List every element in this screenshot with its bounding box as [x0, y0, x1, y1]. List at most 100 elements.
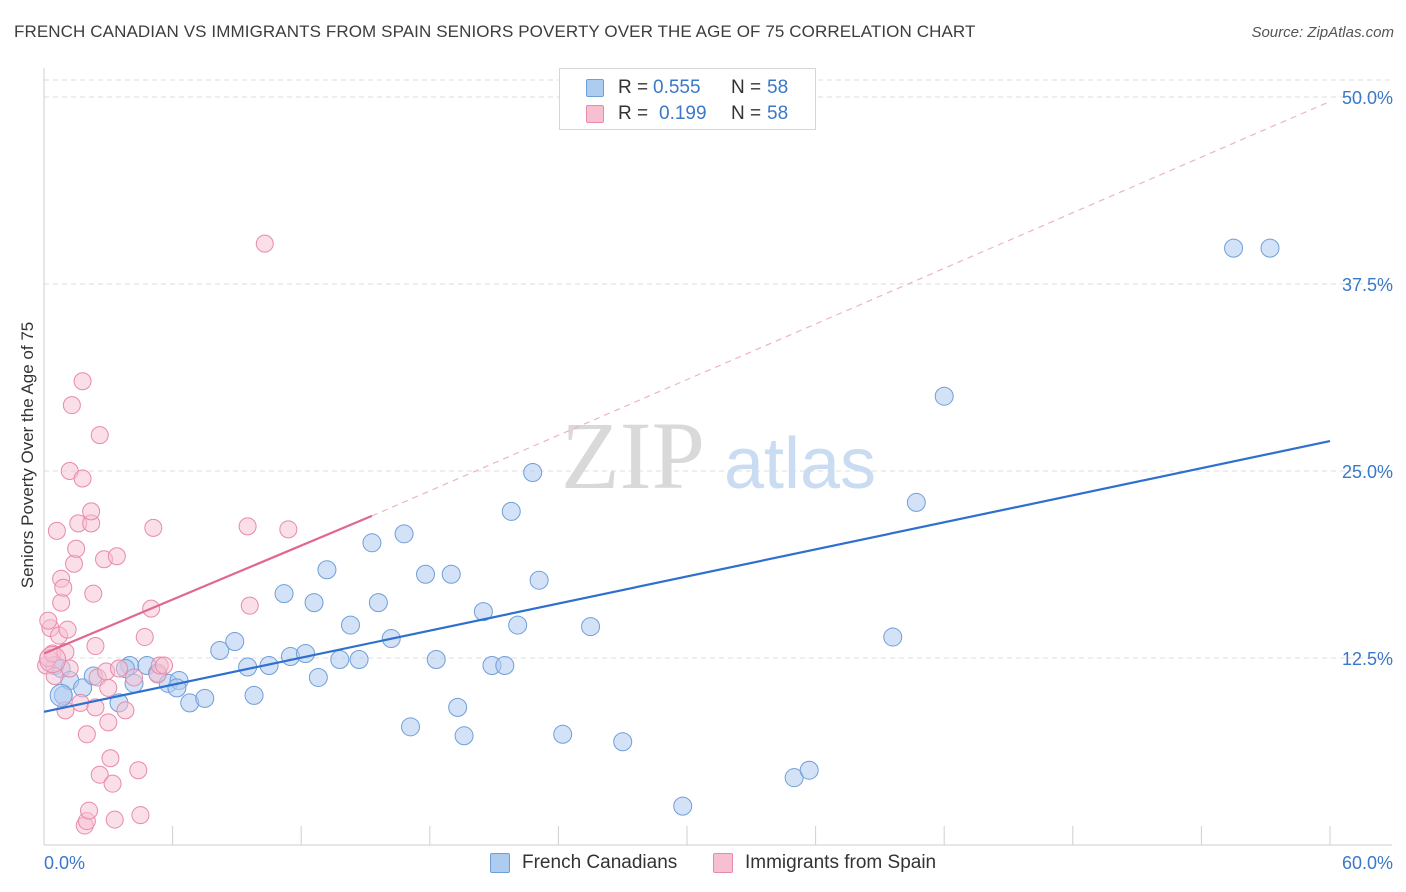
point-french-canadians: [295, 644, 315, 664]
point-french-canadians: [501, 501, 521, 521]
y-tick-label: 12.5%: [1342, 649, 1393, 669]
point-immigrants-from-spain: [47, 521, 66, 540]
x-tick-label: 60.0%: [1342, 853, 1393, 873]
point-french-canadians: [330, 649, 350, 669]
point-french-canadians: [426, 649, 446, 669]
point-immigrants-from-spain: [45, 666, 64, 685]
legend-swatch-blue: [586, 79, 604, 97]
point-immigrants-from-spain: [86, 698, 105, 717]
watermark-atlas: atlas: [724, 424, 876, 504]
point-french-canadians: [304, 593, 324, 613]
data-points: [37, 234, 1280, 835]
point-immigrants-from-spain: [58, 620, 77, 639]
point-immigrants-from-spain: [99, 678, 118, 697]
point-immigrants-from-spain: [73, 469, 92, 488]
bottom-legend-label: Immigrants from Spain: [745, 852, 937, 873]
bottom-legend-swatch-blue: [490, 853, 510, 873]
point-french-canadians: [473, 602, 493, 622]
legend-n-label: N =: [731, 77, 762, 98]
legend-r-label: R =: [618, 77, 649, 98]
point-immigrants-from-spain: [155, 656, 174, 675]
point-french-canadians: [210, 641, 230, 661]
point-immigrants-from-spain: [103, 774, 122, 793]
trend-line-immigrants-from-spain: [43, 514, 373, 655]
legend-n-value: 58: [767, 103, 789, 124]
point-french-canadians: [394, 524, 414, 544]
point-french-canadians: [906, 492, 926, 512]
point-immigrants-from-spain: [86, 637, 105, 656]
point-french-canadians: [613, 732, 633, 752]
point-french-canadians: [317, 560, 337, 580]
point-immigrants-from-spain: [54, 578, 73, 597]
point-immigrants-from-spain: [110, 659, 129, 678]
point-immigrants-from-spain: [84, 584, 103, 603]
point-french-canadians: [441, 564, 461, 584]
y-tick-label: 37.5%: [1342, 275, 1393, 295]
point-immigrants-from-spain: [107, 547, 126, 566]
y-tick-label: 25.0%: [1342, 462, 1393, 482]
point-immigrants-from-spain: [73, 372, 92, 391]
y-tick-label: 50.0%: [1342, 88, 1393, 108]
point-french-canadians: [581, 617, 601, 637]
legend-n-value: 58: [767, 77, 789, 98]
point-immigrants-from-spain: [60, 659, 79, 678]
point-immigrants-from-spain: [80, 801, 99, 820]
point-immigrants-from-spain: [116, 701, 135, 720]
correlation-legend: R = 0.555 N = 58 R = 0.199 N = 58: [559, 68, 816, 130]
point-immigrants-from-spain: [125, 668, 144, 687]
point-french-canadians: [401, 717, 421, 737]
legend-n-label: N =: [731, 103, 762, 124]
point-french-canadians: [225, 632, 245, 652]
point-french-canadians: [340, 615, 360, 635]
point-french-canadians: [673, 796, 693, 816]
point-immigrants-from-spain: [129, 761, 148, 780]
point-french-canadians: [883, 627, 903, 647]
legend-r-label: R =: [618, 103, 649, 124]
point-french-canadians: [1260, 238, 1280, 258]
bottom-legend-label: French Canadians: [522, 852, 678, 873]
trend-lines: [43, 100, 1331, 713]
point-french-canadians: [508, 615, 528, 635]
point-french-canadians: [529, 570, 549, 590]
axes: [43, 68, 1392, 846]
point-french-canadians: [308, 667, 328, 687]
bottom-legend-swatch-pink: [713, 853, 733, 873]
point-french-canadians: [523, 462, 543, 482]
point-french-canadians: [49, 683, 73, 707]
point-immigrants-from-spain: [77, 725, 96, 744]
point-immigrants-from-spain: [52, 593, 71, 612]
point-immigrants-from-spain: [101, 749, 120, 768]
point-french-canadians: [274, 584, 294, 604]
x-tick-label: 0.0%: [44, 853, 85, 873]
watermark-zip: ZIP: [561, 402, 705, 509]
chart-title: FRENCH CANADIAN VS IMMIGRANTS FROM SPAIN…: [14, 22, 976, 41]
trend-line-french-canadians: [43, 440, 1331, 713]
point-french-canadians: [454, 726, 474, 746]
chart-source: Source: ZipAtlas.com: [1251, 24, 1394, 41]
point-immigrants-from-spain: [240, 596, 259, 615]
y-axis-label: Seniors Poverty Over the Age of 75: [18, 321, 37, 589]
legend-swatch-pink: [586, 105, 604, 123]
point-french-canadians: [349, 649, 369, 669]
point-immigrants-from-spain: [67, 539, 86, 558]
tick-labels: 12.5% 25.0% 37.5% 50.0% 0.0% 60.0%: [44, 88, 1393, 873]
point-immigrants-from-spain: [65, 554, 84, 573]
point-french-canadians: [448, 697, 468, 717]
point-french-canadians: [195, 688, 215, 708]
legend-r-value: 0.199: [659, 103, 707, 124]
point-french-canadians: [1224, 238, 1244, 258]
point-french-canadians: [784, 768, 804, 788]
point-immigrants-from-spain: [90, 765, 109, 784]
point-immigrants-from-spain: [255, 234, 274, 253]
point-french-canadians: [368, 593, 388, 613]
point-immigrants-from-spain: [39, 611, 58, 630]
watermark: ZIP atlas: [561, 402, 876, 509]
point-french-canadians: [416, 564, 436, 584]
legend-r-value: 0.555: [653, 77, 701, 98]
trend-line-spain-extended: [371, 100, 1331, 517]
point-immigrants-from-spain: [105, 810, 124, 829]
point-french-canadians: [553, 724, 573, 744]
point-immigrants-from-spain: [238, 517, 257, 536]
point-french-canadians: [244, 685, 264, 705]
